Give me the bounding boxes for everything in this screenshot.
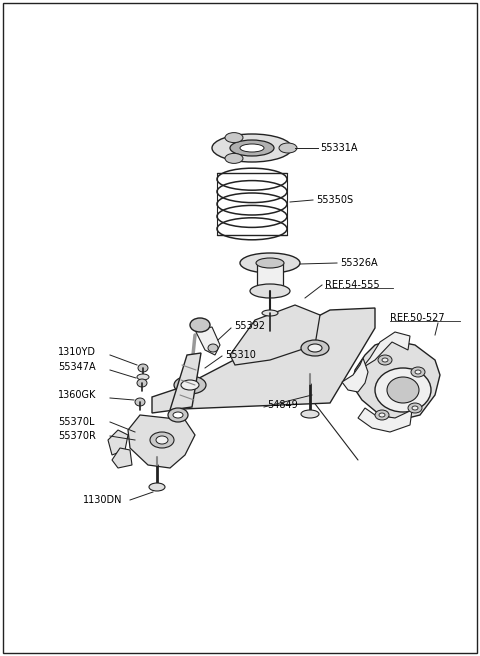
- Text: REF.54-555: REF.54-555: [325, 280, 380, 290]
- Ellipse shape: [415, 370, 421, 374]
- Ellipse shape: [387, 377, 419, 403]
- Ellipse shape: [150, 432, 174, 448]
- Text: 55326A: 55326A: [340, 258, 378, 268]
- Ellipse shape: [174, 376, 206, 394]
- Ellipse shape: [208, 344, 218, 352]
- Ellipse shape: [240, 253, 300, 273]
- Polygon shape: [152, 308, 375, 413]
- Ellipse shape: [225, 133, 243, 142]
- Ellipse shape: [181, 380, 199, 390]
- Ellipse shape: [262, 310, 278, 316]
- Ellipse shape: [168, 408, 188, 422]
- Text: 55347A: 55347A: [58, 362, 96, 372]
- Text: 55370L: 55370L: [58, 417, 95, 427]
- Ellipse shape: [149, 483, 165, 491]
- Polygon shape: [342, 358, 368, 392]
- Polygon shape: [358, 408, 412, 432]
- Ellipse shape: [379, 413, 385, 417]
- Ellipse shape: [240, 144, 264, 152]
- Ellipse shape: [190, 318, 210, 332]
- Bar: [257, 263, 283, 291]
- Ellipse shape: [230, 140, 274, 156]
- Ellipse shape: [408, 403, 422, 413]
- Polygon shape: [195, 327, 220, 355]
- Polygon shape: [362, 332, 410, 368]
- Ellipse shape: [256, 258, 284, 268]
- Ellipse shape: [250, 284, 290, 298]
- Ellipse shape: [212, 134, 292, 162]
- Text: 1130DN: 1130DN: [83, 495, 122, 505]
- Polygon shape: [112, 448, 132, 468]
- Ellipse shape: [308, 344, 322, 352]
- Text: REF.50-527: REF.50-527: [390, 313, 444, 323]
- Polygon shape: [170, 353, 201, 410]
- Text: 55331A: 55331A: [320, 143, 358, 153]
- Ellipse shape: [411, 367, 425, 377]
- Text: 1360GK: 1360GK: [58, 390, 96, 400]
- Ellipse shape: [378, 355, 392, 365]
- Ellipse shape: [301, 410, 319, 418]
- Polygon shape: [230, 305, 320, 365]
- Text: 55310: 55310: [225, 350, 256, 360]
- Ellipse shape: [301, 340, 329, 356]
- Ellipse shape: [375, 410, 389, 420]
- Text: 1310YD: 1310YD: [58, 347, 96, 357]
- Ellipse shape: [279, 143, 297, 153]
- Ellipse shape: [412, 406, 418, 410]
- Polygon shape: [352, 340, 440, 420]
- Ellipse shape: [137, 374, 149, 380]
- Polygon shape: [128, 415, 195, 468]
- Ellipse shape: [156, 436, 168, 444]
- Polygon shape: [108, 430, 128, 455]
- Ellipse shape: [173, 412, 183, 418]
- Text: 55392: 55392: [234, 321, 265, 331]
- Ellipse shape: [137, 379, 147, 387]
- Ellipse shape: [382, 358, 388, 362]
- Ellipse shape: [225, 154, 243, 163]
- Ellipse shape: [375, 368, 431, 412]
- Ellipse shape: [135, 398, 145, 406]
- Ellipse shape: [138, 364, 148, 372]
- Text: 55370R: 55370R: [58, 431, 96, 441]
- Text: 55350S: 55350S: [316, 195, 353, 205]
- Text: 54849: 54849: [267, 400, 298, 410]
